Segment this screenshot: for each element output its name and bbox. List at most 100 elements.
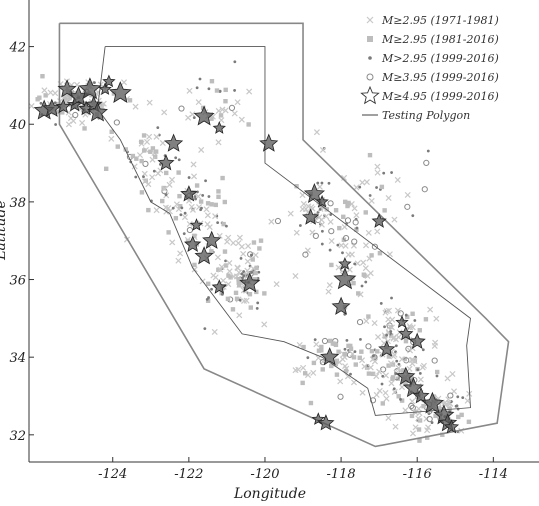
y-tick-label: 34: [9, 351, 26, 366]
point-square-1981-2016: [254, 289, 259, 295]
point-dot-1999-2016: [207, 87, 211, 91]
point-dot-1999-2016: [194, 197, 197, 201]
point-dot-1999-2016: [218, 89, 222, 93]
star-m495: [402, 377, 424, 398]
star-m495: [315, 194, 329, 208]
point-x-1971-1981: [226, 260, 233, 267]
point-x-1971-1981: [302, 206, 309, 213]
point-x-1971-1981: [41, 87, 48, 94]
point-dot-1999-2016: [320, 229, 324, 233]
point-x-1971-1981: [215, 107, 222, 114]
point-dot-1999-2016: [240, 272, 244, 276]
point-circle-m395: [408, 402, 415, 410]
point-square-1981-2016: [390, 376, 395, 382]
point-square-1981-2016: [375, 349, 380, 354]
point-square-1981-2016: [216, 189, 221, 194]
point-x-1971-1981: [215, 139, 222, 146]
point-x-1971-1981: [341, 174, 348, 181]
y-tick-label: 38: [9, 196, 26, 211]
point-x-1971-1981: [238, 116, 245, 123]
point-square-1981-2016: [346, 200, 351, 206]
point-square-1981-2016: [223, 263, 229, 268]
point-square-1981-2016: [148, 149, 153, 154]
point-square-1981-2016: [316, 348, 322, 353]
point-circle-m395: [113, 119, 120, 126]
point-dot-1999-2016: [389, 330, 393, 333]
point-x-1971-1981: [203, 206, 210, 213]
point-square-1981-2016: [354, 227, 359, 232]
point-square-1981-2016: [345, 203, 350, 209]
point-circle-m395: [312, 232, 319, 240]
point-x-1971-1981: [417, 376, 424, 383]
point-x-1971-1981: [204, 221, 211, 228]
legend-item: M≥2.95 (1971-1981): [366, 14, 499, 27]
point-x-1971-1981: [153, 207, 160, 214]
point-circle-m395: [351, 238, 358, 245]
point-square-1981-2016: [233, 290, 239, 296]
point-x-1971-1981: [369, 356, 376, 363]
legend-square-marker: [367, 36, 373, 42]
point-x-1971-1981: [374, 169, 381, 176]
point-circle-m395: [371, 243, 378, 250]
point-dot-1999-2016: [327, 181, 331, 185]
point-x-1971-1981: [359, 389, 366, 396]
point-x-1971-1981: [236, 312, 243, 319]
star-m495: [239, 272, 261, 293]
point-x-1971-1981: [161, 109, 168, 116]
point-square-1981-2016: [333, 361, 339, 367]
point-dot-1999-2016: [241, 276, 244, 280]
point-dot-1999-2016: [142, 175, 145, 179]
point-dot-1999-2016: [216, 221, 220, 225]
point-square-1981-2016: [230, 307, 236, 312]
point-square-1981-2016: [421, 403, 426, 409]
point-x-1971-1981: [432, 339, 439, 346]
point-dot-1999-2016: [298, 224, 302, 227]
y-tick-label: 42: [8, 41, 26, 56]
point-square-1981-2016: [342, 199, 348, 205]
point-square-1981-2016: [386, 354, 392, 359]
point-dot-1999-2016: [383, 325, 386, 329]
point-square-1981-2016: [416, 427, 422, 432]
point-square-1981-2016: [440, 432, 445, 437]
point-dot-1999-2016: [318, 207, 322, 211]
point-square-1981-2016: [417, 328, 422, 333]
point-x-1971-1981: [362, 242, 370, 249]
point-x-1971-1981: [166, 208, 173, 215]
point-square-1981-2016: [364, 365, 370, 370]
point-x-1971-1981: [382, 372, 390, 379]
point-x-1971-1981: [388, 380, 395, 387]
point-square-1981-2016: [257, 246, 262, 251]
point-x-1971-1981: [300, 364, 307, 371]
point-square-1981-2016: [367, 152, 373, 158]
legend-label: M≥3.95 (1999-2016): [381, 71, 499, 84]
point-dot-1999-2016: [353, 350, 357, 354]
point-square-1981-2016: [236, 277, 241, 282]
point-square-1981-2016: [40, 74, 45, 79]
point-square-1981-2016: [222, 199, 228, 205]
point-x-1971-1981: [318, 221, 325, 228]
point-circle-m395: [380, 366, 387, 373]
star-m495: [102, 74, 116, 88]
point-square-1981-2016: [209, 78, 215, 84]
point-x-1971-1981: [185, 114, 192, 121]
point-x-1971-1981: [141, 178, 149, 185]
point-dot-1999-2016: [358, 185, 362, 189]
point-x-1971-1981: [427, 306, 434, 313]
point-circle-m395: [404, 203, 411, 210]
point-x-1971-1981: [445, 396, 452, 403]
point-x-1971-1981: [394, 307, 401, 314]
star-m495: [211, 279, 227, 294]
point-x-1971-1981: [231, 110, 238, 117]
point-x-1971-1981: [261, 321, 268, 328]
point-dot-1999-2016: [134, 175, 138, 179]
point-x-1971-1981: [363, 179, 370, 186]
star-m495: [193, 105, 215, 126]
point-square-1981-2016: [164, 170, 169, 176]
point-dot-1999-2016: [368, 194, 372, 197]
point-square-1981-2016: [67, 96, 72, 101]
state-boundary-line: [97, 46, 471, 416]
point-square-1981-2016: [236, 280, 241, 286]
point-x-1971-1981: [450, 388, 458, 395]
star-m495: [421, 391, 444, 414]
point-dot-1999-2016: [426, 149, 430, 153]
